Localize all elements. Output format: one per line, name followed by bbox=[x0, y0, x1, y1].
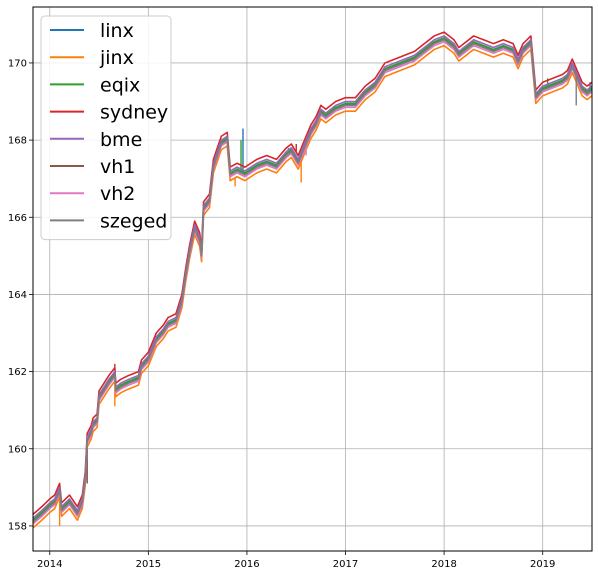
series-line-sydney bbox=[32, 31, 593, 515]
x-tick-label: 2015 bbox=[136, 559, 161, 570]
legend: linx jinx eqix sydney bme vh1 vh2 szeged bbox=[40, 15, 172, 241]
y-tick-label: 166 bbox=[8, 213, 27, 224]
x-tick-label: 2014 bbox=[37, 559, 62, 570]
y-tick-label: 160 bbox=[8, 444, 27, 455]
series-line-jinx bbox=[32, 44, 593, 529]
y-axis: 158 160 162 164 166 168 170 bbox=[8, 58, 33, 532]
legend-label-vh2: vh2 bbox=[100, 183, 135, 205]
y-tick-label: 164 bbox=[8, 290, 27, 301]
x-tick-label: 2018 bbox=[431, 559, 456, 570]
legend-label-bme: bme bbox=[100, 129, 142, 151]
series-line-eqix bbox=[32, 37, 593, 521]
legend-label-jinx: jinx bbox=[99, 47, 134, 69]
series-layer bbox=[32, 31, 593, 529]
x-tick-label: 2017 bbox=[333, 559, 358, 570]
y-tick-label: 158 bbox=[8, 521, 27, 532]
legend-label-vh1: vh1 bbox=[100, 156, 135, 178]
legend-label-szeged: szeged bbox=[100, 210, 167, 232]
legend-label-linx: linx bbox=[100, 20, 134, 42]
series-line-vh2 bbox=[32, 40, 593, 525]
series-line-szeged bbox=[32, 38, 593, 523]
x-axis: 2014 2015 2016 2017 2018 2019 bbox=[37, 551, 555, 570]
series-line-bme bbox=[32, 35, 593, 519]
legend-box bbox=[40, 15, 172, 241]
y-tick-label: 170 bbox=[8, 58, 27, 69]
y-tick-label: 168 bbox=[8, 136, 27, 147]
legend-label-sydney: sydney bbox=[100, 102, 168, 124]
y-tick-label: 162 bbox=[8, 367, 27, 378]
legend-label-eqix: eqix bbox=[100, 74, 140, 96]
x-tick-label: 2019 bbox=[530, 559, 555, 570]
x-tick-label: 2016 bbox=[234, 559, 259, 570]
plot-frame bbox=[32, 6, 593, 552]
